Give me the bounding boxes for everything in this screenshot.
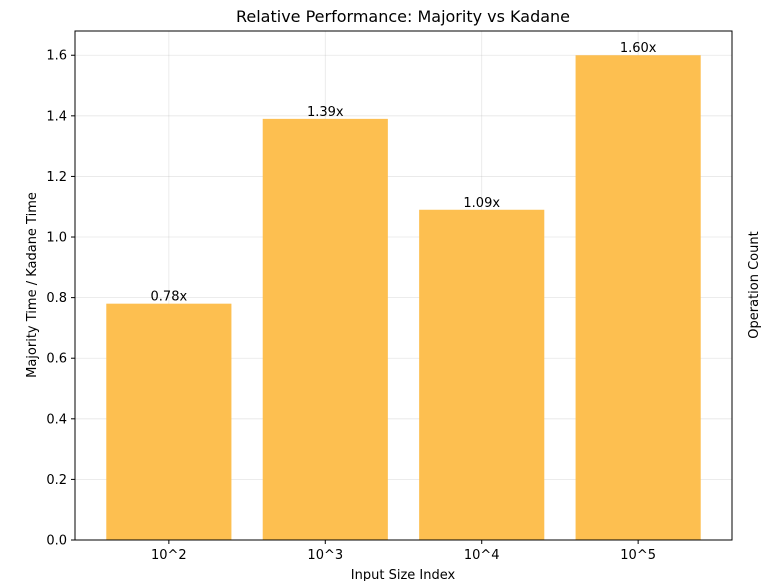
tick-layer: 0.0 0.2 0.4 0.6 0.8 1.0 1.2 1.4 1.6 10^2 10^3 10^4 1… <box>46 49 656 563</box>
y-tick-label: 0.8 <box>46 291 67 306</box>
y-tick-label: 1.2 <box>46 170 67 185</box>
bar-layer <box>106 55 701 540</box>
y-tick-label: 0.6 <box>46 352 67 367</box>
plot-frame <box>74 30 733 541</box>
y-tick-label: 0.4 <box>46 412 67 427</box>
label-layer: 0.78x 1.39x 1.09x 1.60x <box>151 41 657 304</box>
x-tick-label: 10^5 <box>620 548 656 563</box>
bar-value-label: 1.09x <box>463 196 500 211</box>
bar-3 <box>575 55 701 540</box>
bar-0 <box>106 303 232 540</box>
y-tick-label: 0.0 <box>46 534 67 549</box>
x-tick-label: 10^4 <box>464 548 500 563</box>
y-tick-label: 1.4 <box>46 109 67 124</box>
y-tick-label: 0.2 <box>46 473 67 488</box>
bar-value-label: 1.39x <box>307 105 344 120</box>
x-tick-label: 10^3 <box>307 548 343 563</box>
bar-2 <box>419 209 545 540</box>
x-axis-label: Input Size Index <box>351 568 456 581</box>
x-tick-label: 10^2 <box>151 548 187 563</box>
bar-1 <box>262 118 388 540</box>
bar-value-label: 1.60x <box>620 41 657 56</box>
bar-value-label: 0.78x <box>151 290 188 305</box>
y-tick-label: 1.0 <box>46 231 67 246</box>
y-tick-label: 1.6 <box>46 49 67 64</box>
y-axis-label: Majority Time / Kadane Time <box>25 192 40 378</box>
chart-title: Relative Performance: Majority vs Kadane <box>236 7 570 26</box>
right-axis-label: Operation Count <box>747 231 762 338</box>
